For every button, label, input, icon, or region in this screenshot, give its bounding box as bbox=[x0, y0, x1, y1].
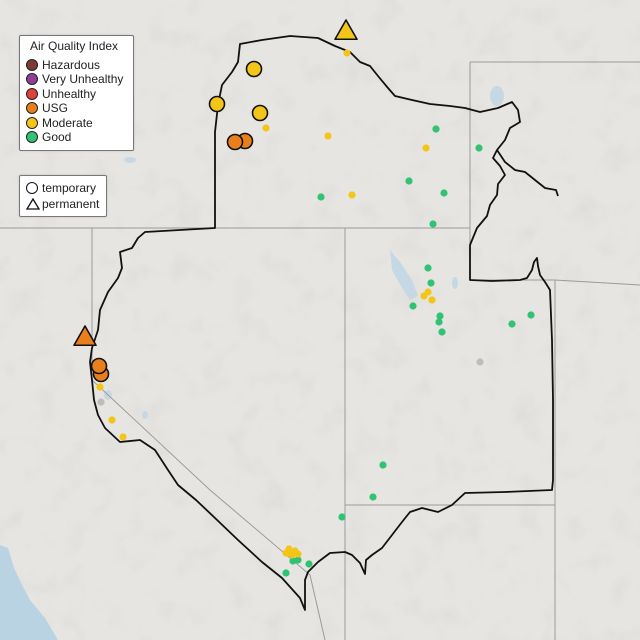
monitor-sites bbox=[73, 19, 535, 577]
monitor-type-legend: temporary permanent bbox=[19, 175, 107, 217]
temporary-monitor-marker[interactable] bbox=[90, 357, 108, 375]
monitor-dot[interactable] bbox=[438, 328, 446, 336]
permanent-monitor-marker[interactable] bbox=[73, 325, 97, 347]
monitor-dot[interactable] bbox=[432, 125, 440, 133]
ocean bbox=[0, 545, 58, 640]
monitor-dot[interactable] bbox=[424, 288, 432, 296]
great-salt-lake bbox=[390, 250, 418, 300]
monitor-dot[interactable] bbox=[324, 132, 332, 140]
very-unhealthy-swatch bbox=[26, 73, 38, 85]
monitor-dot[interactable] bbox=[422, 144, 430, 152]
lake bbox=[490, 86, 504, 106]
monitor-dot[interactable] bbox=[436, 312, 444, 320]
legend-label: Good bbox=[42, 130, 72, 144]
legend-label: USG bbox=[42, 101, 69, 115]
permanent-monitor-marker[interactable] bbox=[334, 19, 358, 41]
aqi-legend: Air Quality Index Hazardous Very Unhealt… bbox=[19, 35, 134, 151]
monitor-dot[interactable] bbox=[108, 416, 116, 424]
monitor-dot[interactable] bbox=[424, 264, 432, 272]
monitor-dot[interactable] bbox=[288, 551, 296, 559]
monitor-dot[interactable] bbox=[348, 191, 356, 199]
monitor-dot[interactable] bbox=[119, 433, 127, 441]
monitor-dot[interactable] bbox=[338, 513, 346, 521]
monitor-dot[interactable] bbox=[440, 189, 448, 197]
monitor-dot[interactable] bbox=[343, 49, 351, 57]
temporary-monitor-marker[interactable] bbox=[251, 104, 269, 122]
legend-label: Hazardous bbox=[42, 58, 101, 72]
monitor-dot[interactable] bbox=[282, 549, 290, 557]
monitor-dot[interactable] bbox=[405, 177, 413, 185]
monitor-dot[interactable] bbox=[96, 383, 104, 391]
legend-item-temporary: temporary bbox=[26, 181, 96, 195]
lake bbox=[142, 411, 148, 419]
hazardous-swatch bbox=[26, 59, 38, 71]
monitor-dot[interactable] bbox=[294, 556, 302, 564]
monitor-dot[interactable] bbox=[294, 550, 302, 558]
monitor-dot[interactable] bbox=[369, 493, 377, 501]
monitor-dot[interactable] bbox=[262, 124, 270, 132]
legend-item-permanent: permanent bbox=[26, 197, 99, 211]
monitor-dot[interactable] bbox=[508, 320, 516, 328]
region-boundary-notch bbox=[496, 149, 559, 197]
monitor-dot[interactable] bbox=[527, 311, 535, 319]
monitor-dot[interactable] bbox=[305, 560, 313, 568]
monitor-dot[interactable] bbox=[379, 461, 387, 469]
monitor-dot[interactable] bbox=[435, 318, 443, 326]
legend-label: permanent bbox=[42, 197, 100, 211]
monitor-dot[interactable] bbox=[428, 296, 436, 304]
monitor-dot[interactable] bbox=[409, 302, 417, 310]
legend-label: Moderate bbox=[42, 116, 93, 130]
triangle-icon bbox=[26, 198, 40, 210]
region-boundary bbox=[89, 35, 554, 611]
monitor-dot[interactable] bbox=[282, 569, 290, 577]
legend-item-usg: USG bbox=[26, 101, 68, 115]
monitor-dot[interactable] bbox=[475, 144, 483, 152]
legend-label: Unhealthy bbox=[42, 87, 97, 101]
legend-item-unhealthy: Unhealthy bbox=[26, 87, 96, 101]
temporary-monitor-marker[interactable] bbox=[208, 95, 226, 113]
legend-label: temporary bbox=[42, 181, 97, 195]
temporary-monitor-marker[interactable] bbox=[226, 133, 244, 151]
usg-swatch bbox=[26, 102, 38, 114]
good-swatch bbox=[26, 131, 38, 143]
monitor-dot[interactable] bbox=[317, 193, 325, 201]
monitor-dot[interactable] bbox=[427, 279, 435, 287]
legend-item-very-unhealthy: Very Unhealthy bbox=[26, 72, 123, 86]
unhealthy-swatch bbox=[26, 88, 38, 100]
legend-item-hazardous: Hazardous bbox=[26, 58, 100, 72]
monitor-dot[interactable] bbox=[97, 398, 105, 406]
legend-title: Air Quality Index bbox=[30, 39, 119, 53]
temporary-monitor-marker[interactable] bbox=[245, 60, 263, 78]
moderate-swatch bbox=[26, 117, 38, 129]
lake bbox=[452, 277, 458, 289]
monitor-dot[interactable] bbox=[476, 358, 484, 366]
legend-label: Very Unhealthy bbox=[42, 72, 124, 86]
legend-item-moderate: Moderate bbox=[26, 116, 93, 130]
circle-icon bbox=[26, 182, 38, 194]
lake bbox=[124, 157, 136, 163]
legend-item-good: Good bbox=[26, 130, 71, 144]
monitor-dot[interactable] bbox=[429, 220, 437, 228]
